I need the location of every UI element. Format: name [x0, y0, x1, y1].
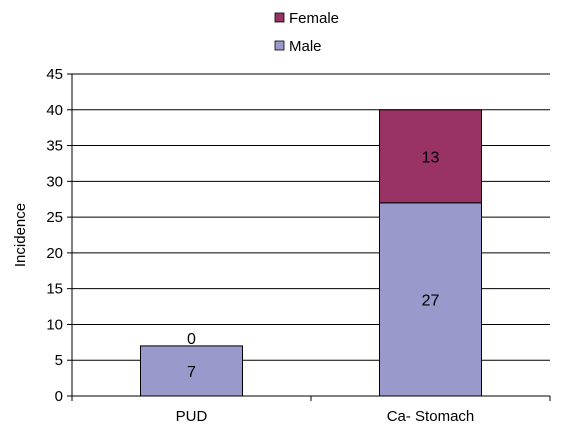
y-tick-label: 0	[55, 388, 63, 405]
data-label-female-1: 13	[422, 149, 440, 166]
axes	[67, 73, 551, 401]
y-tick-label: 10	[46, 316, 63, 333]
data-label-female-0: 0	[187, 331, 196, 348]
x-category-label: PUD	[176, 408, 208, 425]
y-tick-label: 25	[46, 209, 63, 226]
y-tick-label: 40	[46, 102, 63, 119]
data-label-male-1: 27	[422, 292, 440, 309]
y-tick-label: 20	[46, 245, 63, 262]
y-tick-label: 5	[55, 352, 63, 369]
y-tick-label: 35	[46, 138, 63, 155]
y-tick-label: 30	[46, 173, 63, 190]
y-tick-label: 45	[46, 66, 63, 83]
data-label-male-0: 7	[187, 364, 196, 381]
labels: 0 5 10 15 20 25 30 35 40 45 7 0 PUD 27 13 Ca- Stomach	[46, 66, 474, 425]
bar-female-1	[379, 109, 482, 204]
x-category-label: Ca- Stomach	[387, 408, 475, 425]
legend-label-female: Female	[289, 10, 339, 27]
legend-label-male: Male	[289, 38, 322, 55]
legend-swatch-female	[274, 12, 285, 23]
legend-swatch-male	[274, 40, 285, 51]
bar-male-0	[140, 345, 243, 397]
y-tick-label: 15	[46, 281, 63, 298]
gridlines	[72, 73, 550, 361]
bars	[140, 109, 482, 397]
y-axis-title: Incidence	[12, 203, 29, 267]
legend: Female Male	[274, 10, 339, 55]
